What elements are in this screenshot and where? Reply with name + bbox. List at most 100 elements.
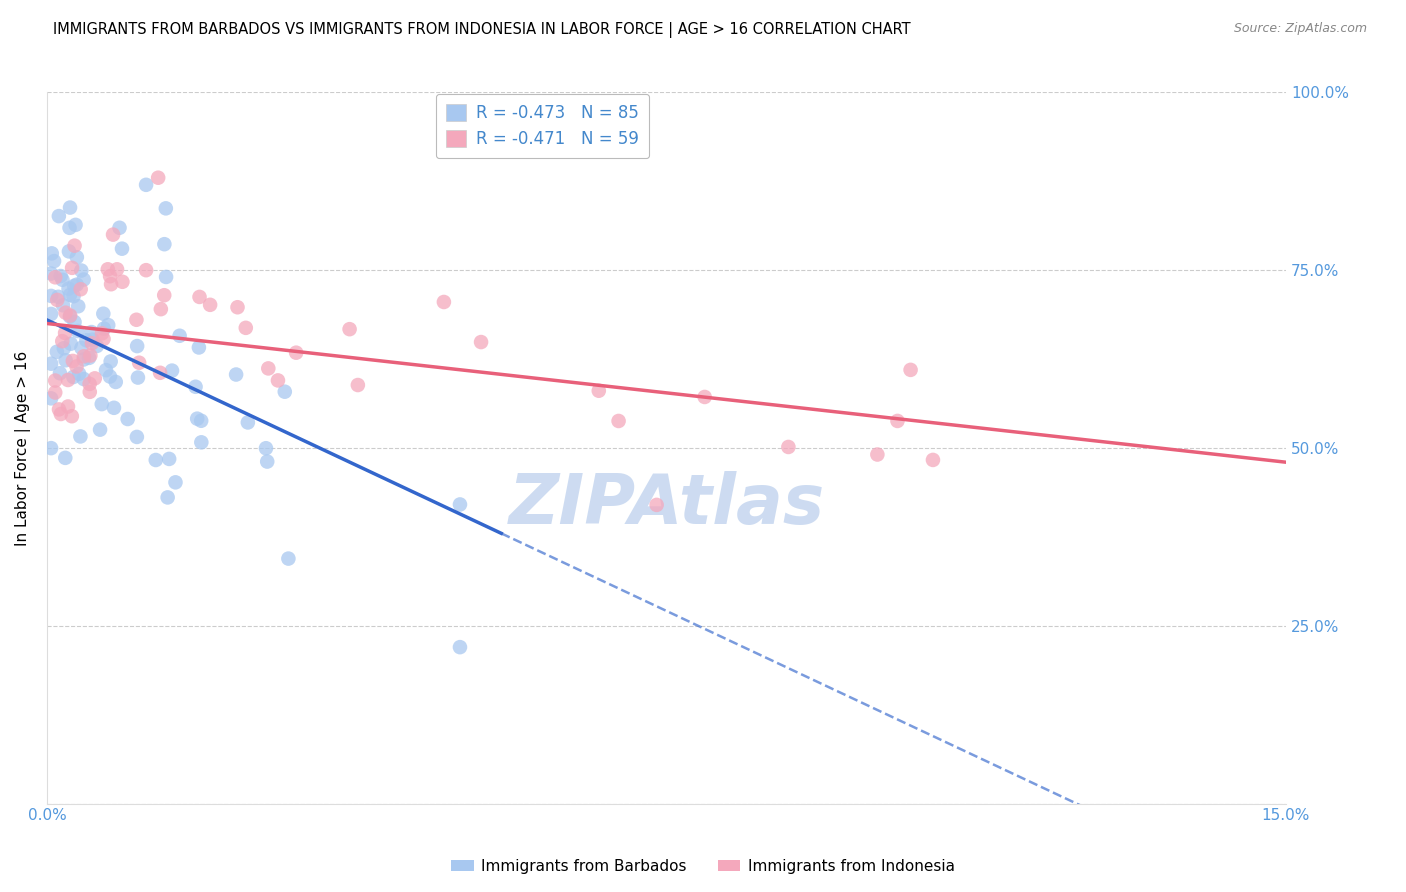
Point (104, 375, 127, 389)
Point (125, 430, 148, 444)
Point (449, 640, 471, 654)
Point (51, 334, 73, 349)
Point (39, 307, 62, 321)
Point (165, 475, 187, 490)
Point (70, 341, 93, 355)
Point (65, 359, 87, 374)
Point (93, 321, 115, 335)
Point (39, 441, 62, 455)
Point (69, 282, 91, 296)
Point (59, 336, 82, 351)
Point (55, 306, 77, 320)
Point (82, 333, 104, 347)
Point (42, 254, 65, 268)
Point (254, 442, 277, 456)
Point (127, 370, 149, 384)
Point (73, 349, 96, 363)
Point (73, 352, 96, 367)
Point (66, 250, 89, 264)
Point (285, 345, 308, 359)
Point (103, 401, 125, 415)
Point (97, 262, 120, 277)
Y-axis label: In Labor Force | Age > 16: In Labor Force | Age > 16 (15, 351, 31, 546)
Point (339, 322, 361, 336)
Point (125, 312, 148, 326)
Point (79, 376, 101, 391)
Point (225, 368, 247, 382)
Text: IMMIGRANTS FROM BARBADOS VS IMMIGRANTS FROM INDONESIA IN LABOR FORCE | AGE > 16 : IMMIGRANTS FROM BARBADOS VS IMMIGRANTS F… (53, 22, 911, 38)
Point (44, 374, 66, 388)
Point (256, 454, 278, 468)
Point (108, 220, 131, 235)
Point (169, 328, 191, 343)
Point (60, 409, 83, 424)
Point (63, 238, 86, 252)
Point (56, 400, 79, 414)
Point (51, 273, 73, 287)
Point (98, 369, 121, 384)
Point (190, 414, 212, 428)
Point (93, 332, 115, 346)
Point (41, 246, 63, 260)
Point (39, 392, 62, 406)
Point (59, 310, 82, 324)
Point (91, 307, 114, 321)
Point (52, 341, 75, 355)
Point (83, 371, 105, 385)
Point (94, 363, 117, 377)
Point (886, 414, 908, 428)
Point (48, 402, 70, 417)
Point (184, 380, 207, 394)
Point (155, 202, 177, 216)
Point (149, 302, 172, 317)
Point (67, 299, 90, 313)
Point (73, 372, 96, 386)
Point (105, 262, 128, 277)
Point (128, 356, 150, 370)
Point (236, 416, 259, 430)
Point (778, 440, 800, 454)
Point (62, 354, 84, 368)
Point (157, 451, 180, 466)
Point (39, 267, 62, 281)
Legend: Immigrants from Barbados, Immigrants from Indonesia: Immigrants from Barbados, Immigrants fro… (444, 853, 962, 880)
Point (52, 298, 75, 312)
Point (153, 288, 176, 302)
Point (449, 498, 471, 512)
Point (62, 370, 84, 384)
Point (56, 373, 79, 387)
Text: ZIPAtlas: ZIPAtlas (509, 471, 824, 539)
Point (607, 414, 630, 428)
Point (149, 366, 172, 380)
Point (70, 263, 93, 277)
Point (48, 209, 70, 223)
Point (90, 397, 112, 411)
Point (111, 242, 134, 256)
Point (922, 453, 945, 467)
Point (55, 353, 77, 368)
Point (187, 341, 209, 355)
Point (127, 339, 149, 353)
Point (58, 220, 80, 235)
Point (49, 366, 72, 380)
Point (69, 429, 91, 443)
Point (39, 289, 62, 303)
Point (188, 290, 211, 304)
Point (470, 334, 492, 349)
Point (66, 277, 89, 292)
Point (58, 244, 80, 259)
Point (693, 390, 716, 404)
Point (49, 268, 72, 283)
Point (58, 282, 80, 296)
Point (46, 293, 69, 307)
Point (347, 378, 370, 392)
Point (100, 277, 122, 292)
Point (190, 435, 212, 450)
Point (86, 339, 108, 353)
Point (44, 270, 66, 285)
Point (63, 279, 86, 293)
Point (588, 384, 610, 398)
Point (59, 201, 82, 215)
Point (53, 326, 76, 340)
Point (63, 315, 86, 329)
